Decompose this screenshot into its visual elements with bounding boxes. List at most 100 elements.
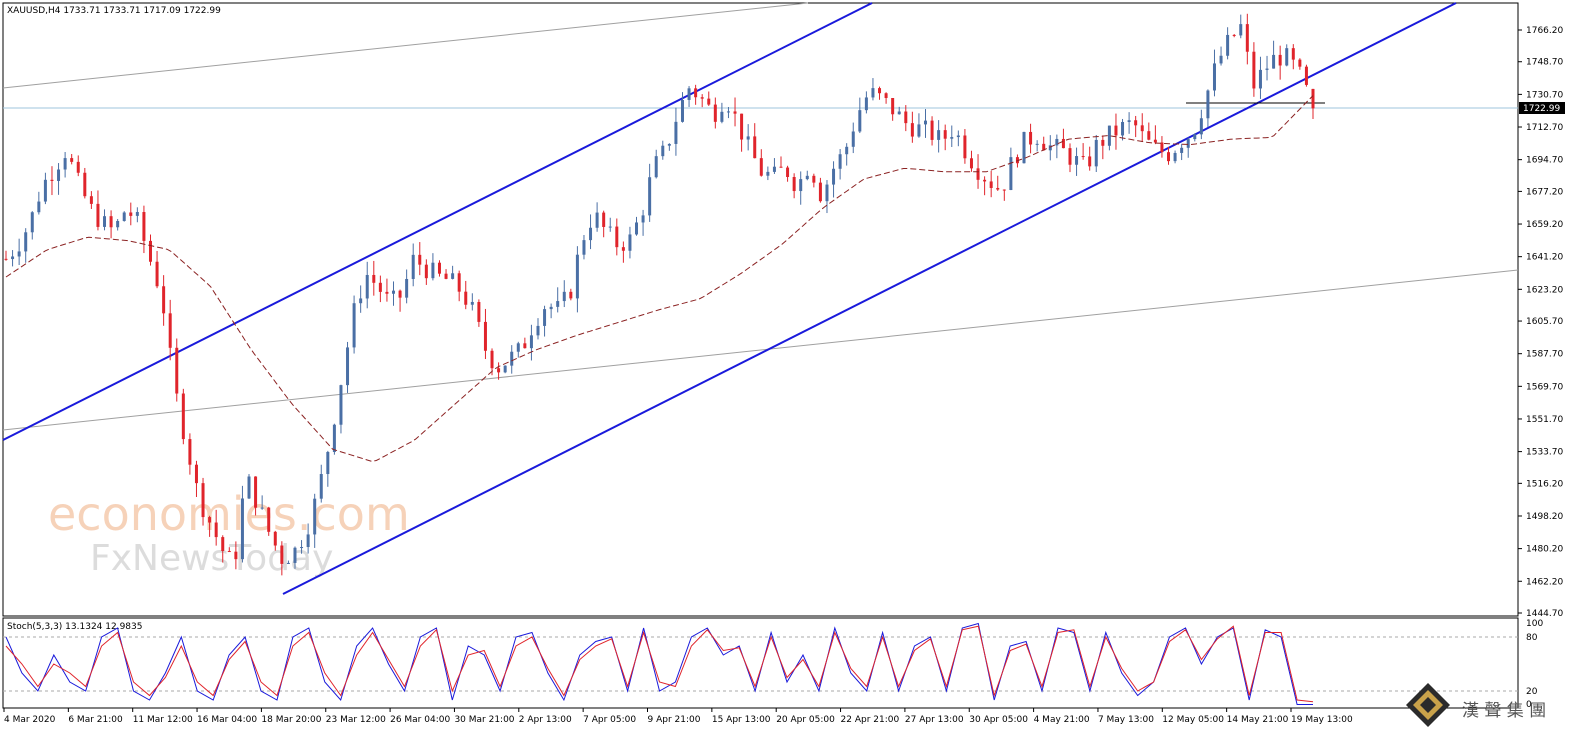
bull-candle bbox=[306, 534, 310, 548]
bull-candle bbox=[247, 476, 251, 499]
time-tick-label: 19 May 13:00 bbox=[1291, 715, 1353, 725]
bull-candle bbox=[1239, 24, 1243, 36]
channel-lower-line bbox=[282, 2, 1457, 595]
bull-candle bbox=[720, 111, 724, 122]
company-logo bbox=[1406, 683, 1450, 727]
bull-candle bbox=[772, 166, 776, 172]
bull-candle bbox=[858, 110, 862, 132]
bear-candle bbox=[1304, 66, 1308, 85]
bull-candle bbox=[116, 220, 120, 228]
bull-candle bbox=[122, 212, 126, 221]
bear-candle bbox=[109, 216, 113, 228]
bear-candle bbox=[208, 517, 212, 523]
bear-candle bbox=[234, 551, 238, 560]
stoch-level-label: 0 bbox=[1526, 700, 1532, 710]
bull-candle bbox=[359, 298, 363, 304]
price-tick-label: 1569.70 bbox=[1526, 382, 1563, 392]
time-tick-label: 12 May 05:00 bbox=[1162, 715, 1224, 725]
bear-candle bbox=[1291, 48, 1295, 60]
price-tick-label: 1516.20 bbox=[1526, 479, 1563, 489]
bull-candle bbox=[536, 325, 540, 336]
bull-candle bbox=[1127, 120, 1131, 122]
bear-candle bbox=[4, 258, 8, 260]
bear-candle bbox=[1088, 156, 1092, 167]
bull-candle bbox=[1022, 131, 1026, 164]
stoch-signal-line bbox=[5, 625, 1314, 703]
price-tick-label: 1694.70 bbox=[1526, 156, 1563, 166]
bull-candle bbox=[63, 158, 67, 170]
moving-average-line bbox=[5, 95, 1314, 462]
bear-candle bbox=[615, 226, 619, 248]
bear-candle bbox=[1252, 51, 1256, 89]
gray-trendline-upper bbox=[2, 2, 809, 89]
bear-candle bbox=[1160, 142, 1164, 153]
bear-candle bbox=[497, 368, 501, 373]
bull-candle bbox=[346, 347, 350, 386]
bear-candle bbox=[385, 291, 389, 294]
bull-candle bbox=[871, 88, 875, 98]
bull-candle bbox=[405, 278, 409, 298]
bear-candle bbox=[1153, 139, 1157, 143]
bull-candle bbox=[30, 212, 34, 233]
bear-candle bbox=[1311, 88, 1315, 109]
bear-candle bbox=[96, 203, 100, 227]
bull-candle bbox=[950, 137, 954, 139]
bear-candle bbox=[1140, 125, 1144, 132]
symbol-info: XAUUSD,H4 1733.71 1733.71 1717.09 1722.9… bbox=[7, 6, 221, 16]
bear-candle bbox=[70, 158, 74, 162]
time-tick-label: 7 Apr 05:00 bbox=[583, 715, 636, 725]
bull-candle bbox=[1075, 156, 1079, 165]
time-axis: 4 Mar 2020 6 Mar 21:00 11 Mar 12:00 16 Mar … bbox=[3, 708, 1353, 725]
bear-candle bbox=[779, 166, 783, 168]
bull-candle bbox=[43, 179, 47, 202]
bull-candle bbox=[411, 254, 415, 279]
bear-candle bbox=[569, 291, 573, 299]
time-tick-label: 14 May 21:00 bbox=[1227, 715, 1289, 725]
price-tick-label: 1659.20 bbox=[1526, 220, 1563, 230]
bull-candle bbox=[608, 226, 612, 228]
bull-candle bbox=[864, 97, 868, 111]
bear-candle bbox=[227, 551, 231, 553]
bull-candle bbox=[1285, 48, 1289, 66]
bear-candle bbox=[148, 240, 152, 262]
bear-candle bbox=[759, 158, 763, 176]
bear-candle bbox=[1101, 139, 1105, 146]
bear-candle bbox=[989, 181, 993, 188]
bear-candle bbox=[1147, 131, 1151, 140]
stoch-label: Stoch(5,3,3) 13.1324 12.9835 bbox=[7, 622, 142, 632]
bear-candle bbox=[464, 291, 468, 305]
bear-candle bbox=[273, 531, 277, 546]
bear-candle bbox=[457, 273, 461, 292]
bear-candle bbox=[214, 522, 218, 538]
time-tick-label: 15 Apr 13:00 bbox=[712, 715, 771, 725]
bull-candle bbox=[57, 169, 61, 181]
time-tick-label: 4 May 21:00 bbox=[1034, 715, 1090, 725]
bull-candle bbox=[917, 124, 921, 137]
bear-candle bbox=[1114, 125, 1118, 136]
price-tick-label: 1498.20 bbox=[1526, 512, 1563, 522]
bull-candle bbox=[352, 303, 356, 348]
bull-candle bbox=[1180, 147, 1184, 153]
bear-candle bbox=[818, 182, 822, 202]
bull-candle bbox=[1193, 134, 1197, 140]
bull-candle bbox=[286, 562, 290, 564]
stoch-axis: 100 80 20 0 bbox=[1526, 619, 1543, 710]
candlestick-series bbox=[4, 13, 1315, 576]
bull-candle bbox=[240, 498, 244, 560]
bear-candle bbox=[812, 175, 816, 183]
bear-candle bbox=[1068, 148, 1072, 165]
bull-candle bbox=[641, 215, 645, 223]
bull-candle bbox=[543, 309, 547, 326]
bear-candle bbox=[201, 483, 205, 518]
bull-candle bbox=[582, 240, 586, 255]
bear-candle bbox=[753, 136, 757, 159]
bear-candle bbox=[181, 393, 185, 440]
bull-candle bbox=[300, 547, 304, 549]
time-tick-label: 9 Apr 21:00 bbox=[648, 715, 701, 725]
price-tick-label: 1730.70 bbox=[1526, 90, 1563, 100]
bear-candle bbox=[523, 343, 527, 349]
bear-candle bbox=[891, 97, 895, 115]
bull-candle bbox=[510, 351, 514, 366]
bull-candle bbox=[135, 212, 139, 216]
